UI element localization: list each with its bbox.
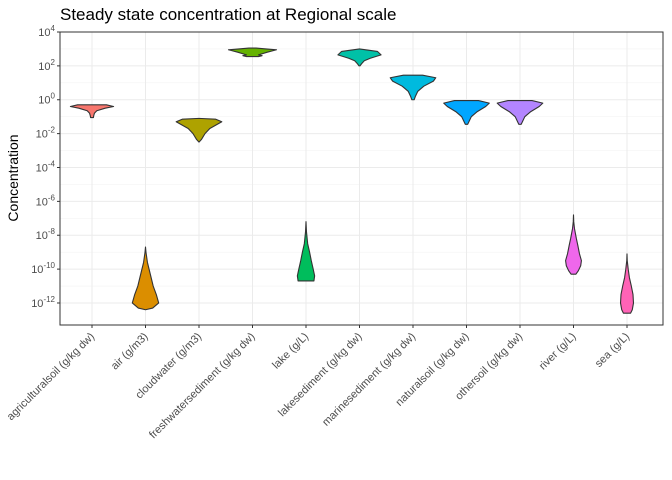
violin-4 — [296, 221, 316, 282]
violin-2 — [175, 117, 223, 143]
x-tick-label: sea (g/L) — [593, 331, 632, 370]
violin-7 — [443, 100, 490, 125]
y-axis-ticks: 104 102 100 10-2 10-4 10-6 10-8 10-10 10-12 — [31, 24, 60, 310]
panel-border — [59, 31, 664, 326]
x-tick-label: lake (g/L) — [270, 331, 311, 372]
panel-background — [60, 32, 663, 325]
violin-9 — [565, 214, 582, 275]
y-tick-label: 10-4 — [36, 159, 56, 174]
x-tick-label: agriculturalsoil (g/kg dw) — [5, 331, 97, 423]
violin-6 — [389, 74, 437, 101]
violin-3 — [227, 47, 278, 58]
y-axis-label: Concentration — [5, 134, 21, 221]
y-tick-label: 10-10 — [31, 261, 55, 276]
chart-title: Steady state concentration at Regional s… — [60, 5, 396, 24]
violin-1 — [131, 246, 160, 311]
y-tick-label: 102 — [38, 58, 55, 73]
y-tick-label: 10-6 — [36, 193, 56, 208]
grid-lines — [60, 31, 663, 325]
x-tick-label: river (g/L) — [537, 331, 579, 373]
x-axis-ticks: agriculturalsoil (g/kg dw) air (g/m3)clou… — [5, 325, 632, 441]
y-tick-label: 10-12 — [31, 295, 55, 310]
y-tick-label: 10-8 — [36, 227, 56, 242]
x-tick-label: freshwatersediment (g/kg dw) — [147, 331, 258, 442]
violin-5 — [337, 48, 382, 67]
x-tick-label: air (g/m3) — [109, 331, 151, 373]
y-tick-label: 100 — [38, 92, 55, 107]
violins — [69, 47, 635, 314]
y-tick-label: 10-2 — [36, 126, 56, 141]
violin-10 — [619, 253, 635, 314]
x-tick-label: marinesediment (g/kg dw) — [320, 331, 418, 429]
violin-0 — [69, 104, 115, 119]
violin-8 — [496, 100, 544, 125]
y-tick-label: 104 — [38, 24, 55, 39]
